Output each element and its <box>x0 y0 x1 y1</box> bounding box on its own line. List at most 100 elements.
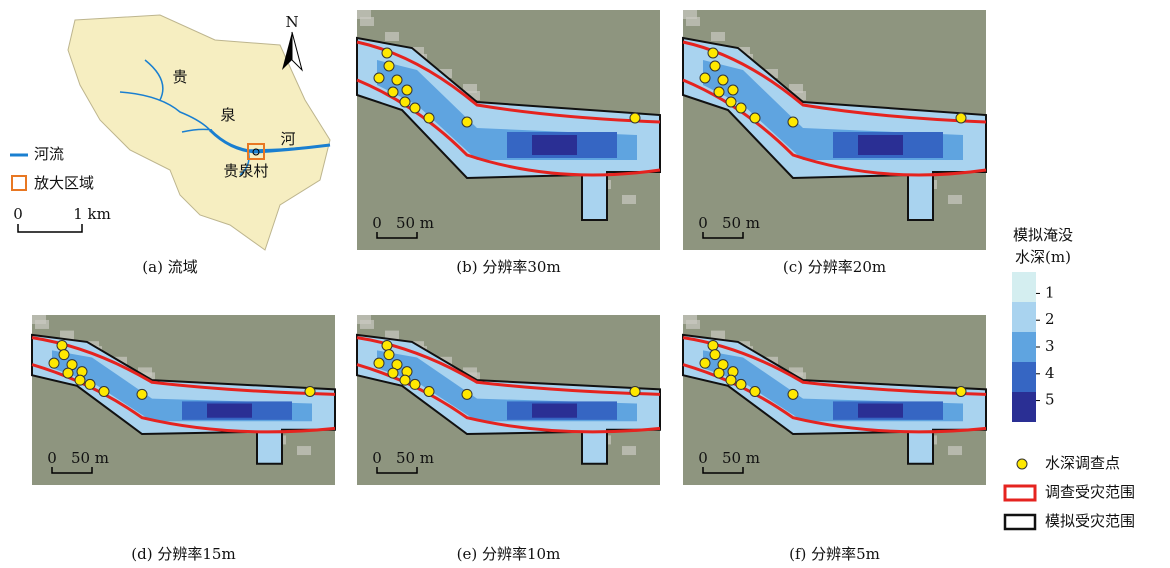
panel-caption: (f) 分辨率5m <box>789 545 880 563</box>
survey-point <box>700 73 710 83</box>
survey-point <box>137 389 147 399</box>
scale-label: 1 km <box>73 205 111 223</box>
building <box>622 195 636 204</box>
survey-point <box>736 379 746 389</box>
colorbar-label: 1 <box>1045 283 1055 301</box>
survey-point <box>736 103 746 113</box>
north-arrow <box>282 32 292 70</box>
survey-point <box>388 368 398 378</box>
colorbar-block <box>1012 332 1036 362</box>
survey-point <box>788 117 798 127</box>
survey-point <box>424 113 434 123</box>
scale-label: 50 m <box>722 214 760 232</box>
building <box>360 17 374 26</box>
survey-point <box>718 75 728 85</box>
colorbar-block <box>1012 302 1036 332</box>
survey-point <box>382 340 392 350</box>
survey-point <box>388 87 398 97</box>
survey-point <box>402 85 412 95</box>
survey-point <box>305 387 315 397</box>
survey-point <box>708 340 718 350</box>
colorbar-block <box>1012 362 1036 392</box>
colorbar-label: 5 <box>1045 391 1055 409</box>
scale-label: 0 <box>698 449 708 467</box>
scale-label: 0 <box>13 205 23 223</box>
legend-survey <box>1005 486 1035 500</box>
building <box>385 32 399 41</box>
survey-point <box>374 73 384 83</box>
scale-label: 50 m <box>396 214 434 232</box>
scale-label: 50 m <box>722 449 760 467</box>
survey-point <box>410 379 420 389</box>
survey-point <box>410 103 420 113</box>
survey-point <box>400 97 410 107</box>
building <box>686 17 700 26</box>
survey-point <box>462 389 472 399</box>
survey-point <box>956 387 966 397</box>
flood-map: 0 50 m <box>683 315 986 485</box>
deepest-water <box>532 135 577 155</box>
survey-point <box>462 117 472 127</box>
survey-point <box>750 113 760 123</box>
scale-label: 0 <box>372 449 382 467</box>
survey-point <box>57 340 67 350</box>
flood-map: 0 50 m <box>357 315 660 485</box>
scale-bar <box>18 224 82 232</box>
survey-point <box>788 389 798 399</box>
legend-title: 模拟淹没 <box>1013 226 1073 244</box>
panel-caption: (e) 分辨率10m <box>457 545 561 563</box>
survey-point <box>708 48 718 58</box>
survey-point <box>710 61 720 71</box>
legend-label: 河流 <box>34 145 64 163</box>
colorbar-label: 2 <box>1045 310 1055 328</box>
panel-caption: (c) 分辨率20m <box>783 258 886 276</box>
scale-label: 0 <box>47 449 57 467</box>
survey-point <box>384 350 394 360</box>
survey-point <box>714 368 724 378</box>
building <box>948 446 962 455</box>
building <box>35 320 49 329</box>
survey-point <box>424 387 434 397</box>
survey-point <box>75 375 85 385</box>
north-label: N <box>285 13 298 31</box>
building <box>711 32 725 41</box>
building <box>622 446 636 455</box>
survey-point <box>630 113 640 123</box>
survey-point <box>956 113 966 123</box>
place-label: 贵泉村 <box>223 162 268 180</box>
survey-point <box>59 350 69 360</box>
legend-label: 模拟受灾范围 <box>1045 512 1135 530</box>
figure: 贵泉河贵泉村N河流放大区域01 km(a) 流域050 m(b) 分辨率30m0… <box>0 0 1170 568</box>
legend-simulated <box>1005 515 1035 529</box>
survey-point <box>382 48 392 58</box>
survey-point <box>374 358 384 368</box>
north-arrow-half <box>292 32 302 70</box>
colorbar-label: 3 <box>1045 337 1055 355</box>
deepest-water <box>858 135 903 155</box>
flood-map: 0 50 m <box>32 315 335 485</box>
legend-label: 调查受灾范围 <box>1045 483 1135 501</box>
panel-caption: (b) 分辨率30m <box>456 258 560 276</box>
survey-point <box>726 375 736 385</box>
survey-point <box>700 358 710 368</box>
deepest-water <box>532 404 577 418</box>
survey-point <box>714 87 724 97</box>
scale-label: 50 m <box>396 449 434 467</box>
survey-point <box>384 61 394 71</box>
survey-point <box>49 358 59 368</box>
survey-point <box>710 350 720 360</box>
legend-label: 放大区域 <box>34 174 94 192</box>
panel-caption: (d) 分辨率15m <box>131 545 235 563</box>
building <box>686 320 700 329</box>
flood-map: 050 m <box>357 10 660 250</box>
building <box>948 195 962 204</box>
legend-title: 水深(m) <box>1015 248 1071 266</box>
deepest-water <box>858 404 903 418</box>
survey-point <box>630 387 640 397</box>
place-label: 泉 <box>220 106 235 124</box>
scale-label: 50 m <box>71 449 109 467</box>
survey-point <box>726 97 736 107</box>
place-label: 河 <box>280 130 295 148</box>
